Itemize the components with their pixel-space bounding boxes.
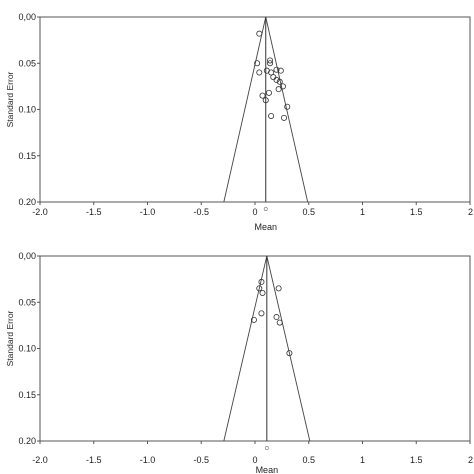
- x-axis-title: Mean: [256, 465, 279, 474]
- data-point: [286, 350, 293, 357]
- data-point: [276, 78, 283, 85]
- plot-frame-2: [39, 255, 471, 442]
- y-tick-label: 0.15: [18, 390, 36, 400]
- funnel-right-line: [266, 255, 311, 442]
- data-point: [256, 285, 263, 292]
- x-tick-label: 1.5: [410, 455, 423, 465]
- x-tick-label: 0.5: [302, 207, 315, 217]
- data-point: [265, 89, 272, 96]
- pooled-estimate-marker: [264, 446, 269, 450]
- data-point: [273, 66, 280, 73]
- x-tick-label: 0: [252, 207, 257, 217]
- data-point: [267, 57, 274, 64]
- x-tick-label: -0.5: [193, 207, 209, 217]
- plot-frame-1: [39, 16, 471, 203]
- x-tick-label: 0.5: [302, 455, 315, 465]
- data-point: [250, 316, 257, 323]
- y-tick-label: 0.10: [18, 344, 36, 354]
- data-point: [270, 74, 277, 81]
- data-point: [267, 60, 274, 67]
- data-point: [275, 285, 282, 292]
- x-tick-label: 2: [468, 455, 473, 465]
- data-point: [284, 103, 291, 110]
- data-point: [262, 97, 269, 104]
- x-tick-label: -1.5: [86, 207, 102, 217]
- data-point: [259, 289, 266, 296]
- y-tick-label: 0.15: [18, 151, 36, 161]
- data-point: [256, 69, 263, 76]
- data-point: [279, 83, 286, 90]
- data-point: [258, 310, 265, 317]
- y-axis-title: Standard Error: [5, 310, 15, 366]
- y-axis-title: Standard Error: [5, 71, 15, 127]
- y-tick-label: 0.10: [18, 105, 36, 115]
- data-point: [256, 30, 263, 37]
- x-tick-label: 1: [360, 455, 365, 465]
- data-point: [277, 67, 284, 74]
- data-point: [281, 114, 288, 121]
- data-point: [273, 76, 280, 83]
- data-point: [259, 92, 266, 99]
- x-tick-label: 1: [360, 207, 365, 217]
- data-point: [254, 60, 261, 67]
- y-tick-label: 0.20: [18, 436, 36, 446]
- x-tick-label: -1.0: [140, 207, 156, 217]
- x-axis-title: Mean: [254, 222, 277, 232]
- x-tick-label: 0: [252, 455, 257, 465]
- x-tick-label: -1.0: [140, 455, 156, 465]
- x-tick-label: -2.0: [32, 455, 48, 465]
- data-point: [268, 112, 275, 119]
- y-tick-label: 0,00: [18, 251, 36, 261]
- data-point: [273, 314, 280, 321]
- data-point: [275, 86, 282, 93]
- funnel-left-line: [223, 16, 267, 203]
- y-tick-label: 0.05: [18, 58, 36, 68]
- y-tick-label: 0.05: [18, 297, 36, 307]
- data-point: [258, 278, 265, 285]
- pooled-estimate-marker: [263, 207, 268, 211]
- x-tick-label: 1.5: [410, 207, 423, 217]
- y-tick-label: 0.20: [18, 197, 36, 207]
- data-point: [276, 319, 283, 326]
- x-tick-label: 2: [468, 207, 473, 217]
- x-tick-label: -2.0: [32, 207, 48, 217]
- x-tick-label: -1.5: [86, 455, 102, 465]
- x-tick-label: -0.5: [193, 455, 209, 465]
- y-tick-label: 0,00: [18, 12, 36, 22]
- funnel-left-line: [223, 255, 268, 442]
